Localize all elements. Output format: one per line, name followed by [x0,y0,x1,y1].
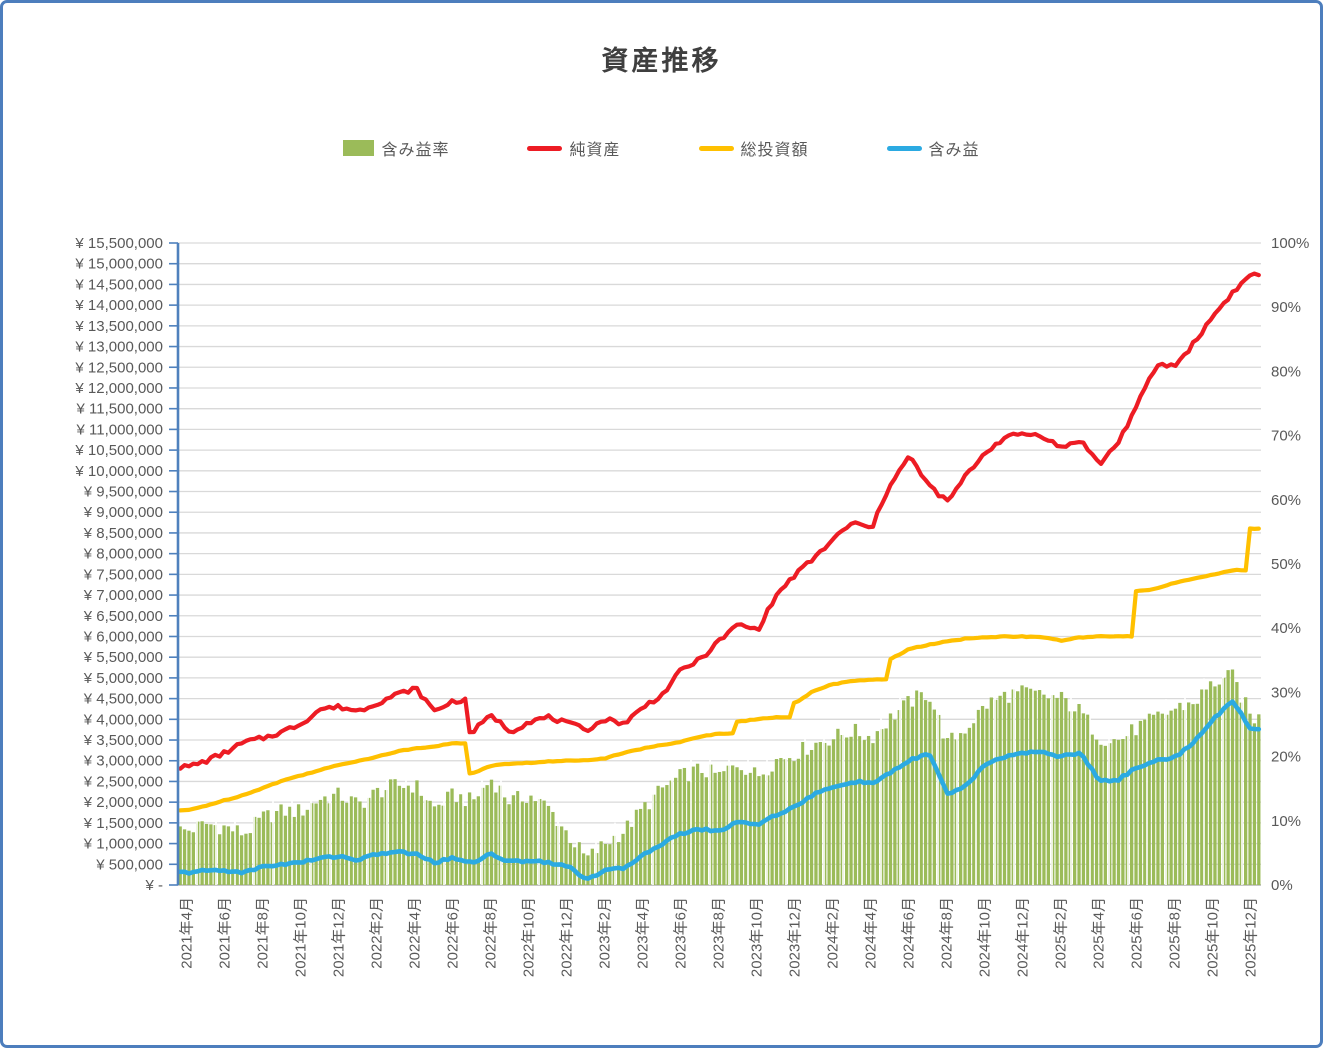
svg-text:¥ 2,000,000: ¥ 2,000,000 [83,794,163,811]
svg-text:2024年8月: 2024年8月 [939,897,956,969]
legend-label: 純資産 [569,142,621,159]
svg-text:10%: 10% [1271,813,1301,830]
svg-text:2024年4月: 2024年4月 [863,897,880,969]
svg-text:40%: 40% [1271,620,1301,637]
svg-text:2025年8月: 2025年8月 [1167,897,1184,969]
svg-text:2021年6月: 2021年6月 [217,897,234,969]
svg-text:¥ 8,500,000: ¥ 8,500,000 [83,525,163,542]
svg-text:50%: 50% [1271,556,1301,573]
svg-text:80%: 80% [1271,363,1301,380]
svg-text:0%: 0% [1271,877,1293,894]
legend-item-total-investment: 総投資額 [698,136,809,160]
svg-text:2021年12月: 2021年12月 [331,897,348,977]
svg-text:¥ 6,000,000: ¥ 6,000,000 [83,628,163,645]
svg-text:¥ 3,500,000: ¥ 3,500,000 [83,732,163,749]
svg-text:2022年12月: 2022年12月 [559,897,576,977]
svg-text:¥ 4,500,000: ¥ 4,500,000 [83,691,163,708]
svg-text:¥ 8,000,000: ¥ 8,000,000 [83,546,163,563]
svg-text:90%: 90% [1271,299,1301,316]
net-assets-swatch-icon [527,145,563,151]
svg-text:¥ 7,500,000: ¥ 7,500,000 [83,566,163,583]
svg-text:¥ 15,000,000: ¥ 15,000,000 [74,256,163,273]
svg-text:¥ 6,500,000: ¥ 6,500,000 [83,608,163,625]
svg-text:2024年12月: 2024年12月 [1015,897,1032,977]
legend-item-gain-rate: 含み益率 [343,136,449,160]
left-value-axis [169,242,180,886]
svg-text:2022年6月: 2022年6月 [445,897,462,969]
svg-text:2023年12月: 2023年12月 [787,897,804,977]
gain-rate-swatch-icon [343,140,375,156]
svg-text:2023年10月: 2023年10月 [749,897,766,977]
svg-text:¥ 9,000,000: ¥ 9,000,000 [83,504,163,521]
svg-text:2022年4月: 2022年4月 [407,897,424,969]
svg-text:100%: 100% [1271,235,1309,252]
svg-text:2023年8月: 2023年8月 [711,897,728,969]
svg-text:2021年8月: 2021年8月 [255,897,272,969]
unrealized-gain-line [177,699,1262,881]
svg-text:¥ 11,000,000: ¥ 11,000,000 [76,421,163,438]
legend-item-unrealized-gain: 含み益 [886,136,980,160]
svg-text:2022年2月: 2022年2月 [369,897,386,969]
svg-text:¥ 1,500,000: ¥ 1,500,000 [83,815,163,832]
svg-text:¥ 15,500,000: ¥ 15,500,000 [74,235,163,252]
svg-text:2024年2月: 2024年2月 [825,897,842,969]
svg-text:2023年4月: 2023年4月 [635,897,652,969]
net-assets-line [178,271,1261,771]
svg-text:2025年2月: 2025年2月 [1053,897,1070,969]
legend-label: 含み益率 [381,142,450,159]
svg-text:¥ 12,000,000: ¥ 12,000,000 [74,380,163,397]
legend-item-net-assets: 純資産 [527,136,620,160]
svg-text:2021年4月: 2021年4月 [179,897,196,969]
svg-text:2024年10月: 2024年10月 [977,897,994,977]
svg-text:¥ 9,500,000: ¥ 9,500,000 [83,484,163,501]
legend-label: 総投資額 [740,142,809,159]
svg-text:¥ 12,500,000: ¥ 12,500,000 [74,359,163,376]
svg-text:¥ 10,000,000: ¥ 10,000,000 [74,463,163,480]
unrealized-gain-swatch-icon [886,145,922,151]
svg-text:2022年8月: 2022年8月 [483,897,500,969]
legend: 含み益率 純資産 総投資額 含み益 [3,136,1320,160]
svg-text:¥ 4,000,000: ¥ 4,000,000 [83,711,163,728]
svg-text:¥ 14,500,000: ¥ 14,500,000 [74,276,163,293]
svg-text:¥ 14,000,000: ¥ 14,000,000 [74,297,163,314]
svg-text:¥ -: ¥ - [144,877,163,894]
total-investment-swatch-icon [698,145,734,151]
svg-text:2022年10月: 2022年10月 [521,897,538,977]
asset-transition-chart: ¥ 15,500,000 ¥ 15,000,000 ¥ 14,500,000 ¥ 14… [74,235,1309,977]
svg-text:2024年6月: 2024年6月 [901,897,918,969]
svg-text:70%: 70% [1271,428,1301,445]
chart-title: 資産推移 [601,46,722,76]
svg-text:2025年12月: 2025年12月 [1243,897,1260,977]
svg-text:2025年4月: 2025年4月 [1091,897,1108,969]
svg-text:¥ 5,000,000: ¥ 5,000,000 [83,670,163,687]
svg-text:¥ 11,500,000: ¥ 11,500,000 [76,401,163,418]
svg-text:¥ 2,500,000: ¥ 2,500,000 [83,773,163,790]
svg-text:2021年10月: 2021年10月 [293,897,310,977]
svg-text:20%: 20% [1271,749,1301,766]
svg-text:2023年6月: 2023年6月 [673,897,690,969]
svg-text:60%: 60% [1271,492,1301,509]
legend-label: 含み益 [928,142,980,159]
x-axis-labels: 2021年4月 2021年6月 2021年8月 2021年10月 2021年12月 202… [179,897,1260,977]
left-axis-labels: ¥ 15,500,000 ¥ 15,000,000 ¥ 14,500,000 ¥ 14… [74,235,163,894]
svg-text:¥ 7,000,000: ¥ 7,000,000 [83,587,163,604]
svg-text:¥ 13,500,000: ¥ 13,500,000 [74,318,163,335]
svg-text:¥ 1,000,000: ¥ 1,000,000 [83,836,163,853]
svg-text:2025年10月: 2025年10月 [1205,897,1222,977]
svg-text:¥ 13,000,000: ¥ 13,000,000 [74,339,163,356]
svg-text:2025年6月: 2025年6月 [1129,897,1146,969]
month-separators [196,665,1243,885]
right-axis-labels: 100% 90% 80% 70% 60% 50% 40% 30% 20% 10% 0% [1271,235,1309,894]
svg-text:2023年2月: 2023年2月 [597,897,614,969]
svg-text:¥ 3,000,000: ¥ 3,000,000 [83,753,163,770]
svg-text:¥ 10,500,000: ¥ 10,500,000 [74,442,163,459]
total-investment-line [178,526,1261,813]
svg-text:¥ 500,000: ¥ 500,000 [95,856,163,873]
svg-text:¥ 5,500,000: ¥ 5,500,000 [83,649,163,666]
svg-text:30%: 30% [1271,684,1301,701]
